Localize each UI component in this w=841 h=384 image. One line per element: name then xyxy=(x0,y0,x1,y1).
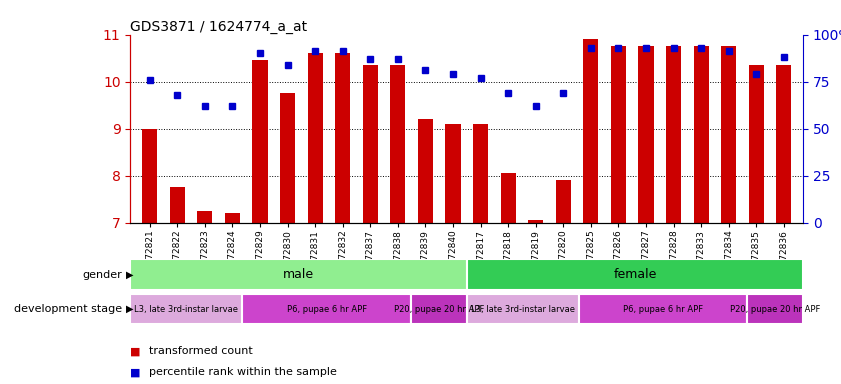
Text: P20, pupae 20 hr APF: P20, pupae 20 hr APF xyxy=(730,305,820,314)
Text: P6, pupae 6 hr APF: P6, pupae 6 hr APF xyxy=(287,305,367,314)
Text: ■: ■ xyxy=(130,346,140,356)
Bar xyxy=(280,93,295,223)
Bar xyxy=(410,294,467,324)
Bar xyxy=(362,65,378,223)
Bar xyxy=(666,46,681,223)
Bar xyxy=(721,46,736,223)
Bar xyxy=(446,124,461,223)
Text: ▶: ▶ xyxy=(126,304,134,314)
Text: GDS3871 / 1624774_a_at: GDS3871 / 1624774_a_at xyxy=(130,20,308,33)
Bar xyxy=(142,129,157,223)
Bar xyxy=(638,46,653,223)
Text: percentile rank within the sample: percentile rank within the sample xyxy=(149,367,336,377)
Bar xyxy=(252,60,267,223)
Bar xyxy=(308,53,323,223)
Bar xyxy=(418,119,433,223)
Bar xyxy=(748,65,764,223)
Bar xyxy=(611,46,626,223)
Bar xyxy=(556,180,571,223)
Bar xyxy=(335,53,350,223)
Text: P20, pupae 20 hr APF: P20, pupae 20 hr APF xyxy=(394,305,484,314)
Text: L3, late 3rd-instar larvae: L3, late 3rd-instar larvae xyxy=(135,305,238,314)
Bar xyxy=(694,46,709,223)
Text: ■: ■ xyxy=(130,367,140,377)
Bar xyxy=(198,211,213,223)
Text: ▶: ▶ xyxy=(126,270,134,280)
Text: transformed count: transformed count xyxy=(149,346,252,356)
Text: L3, late 3rd-instar larvae: L3, late 3rd-instar larvae xyxy=(471,305,574,314)
Bar xyxy=(225,214,240,223)
Bar xyxy=(473,124,488,223)
Text: gender: gender xyxy=(82,270,122,280)
Bar xyxy=(467,259,803,290)
Bar xyxy=(584,39,599,223)
Bar xyxy=(579,294,747,324)
Text: female: female xyxy=(613,268,657,281)
Bar xyxy=(467,294,579,324)
Bar xyxy=(390,65,405,223)
Bar xyxy=(528,220,543,223)
Bar xyxy=(776,65,791,223)
Bar xyxy=(747,294,803,324)
Text: male: male xyxy=(283,268,315,281)
Bar xyxy=(242,294,410,324)
Text: P6, pupae 6 hr APF: P6, pupae 6 hr APF xyxy=(623,305,703,314)
Bar xyxy=(130,294,242,324)
Bar xyxy=(130,259,467,290)
Text: development stage: development stage xyxy=(13,304,122,314)
Bar xyxy=(170,187,185,223)
Bar xyxy=(500,173,516,223)
